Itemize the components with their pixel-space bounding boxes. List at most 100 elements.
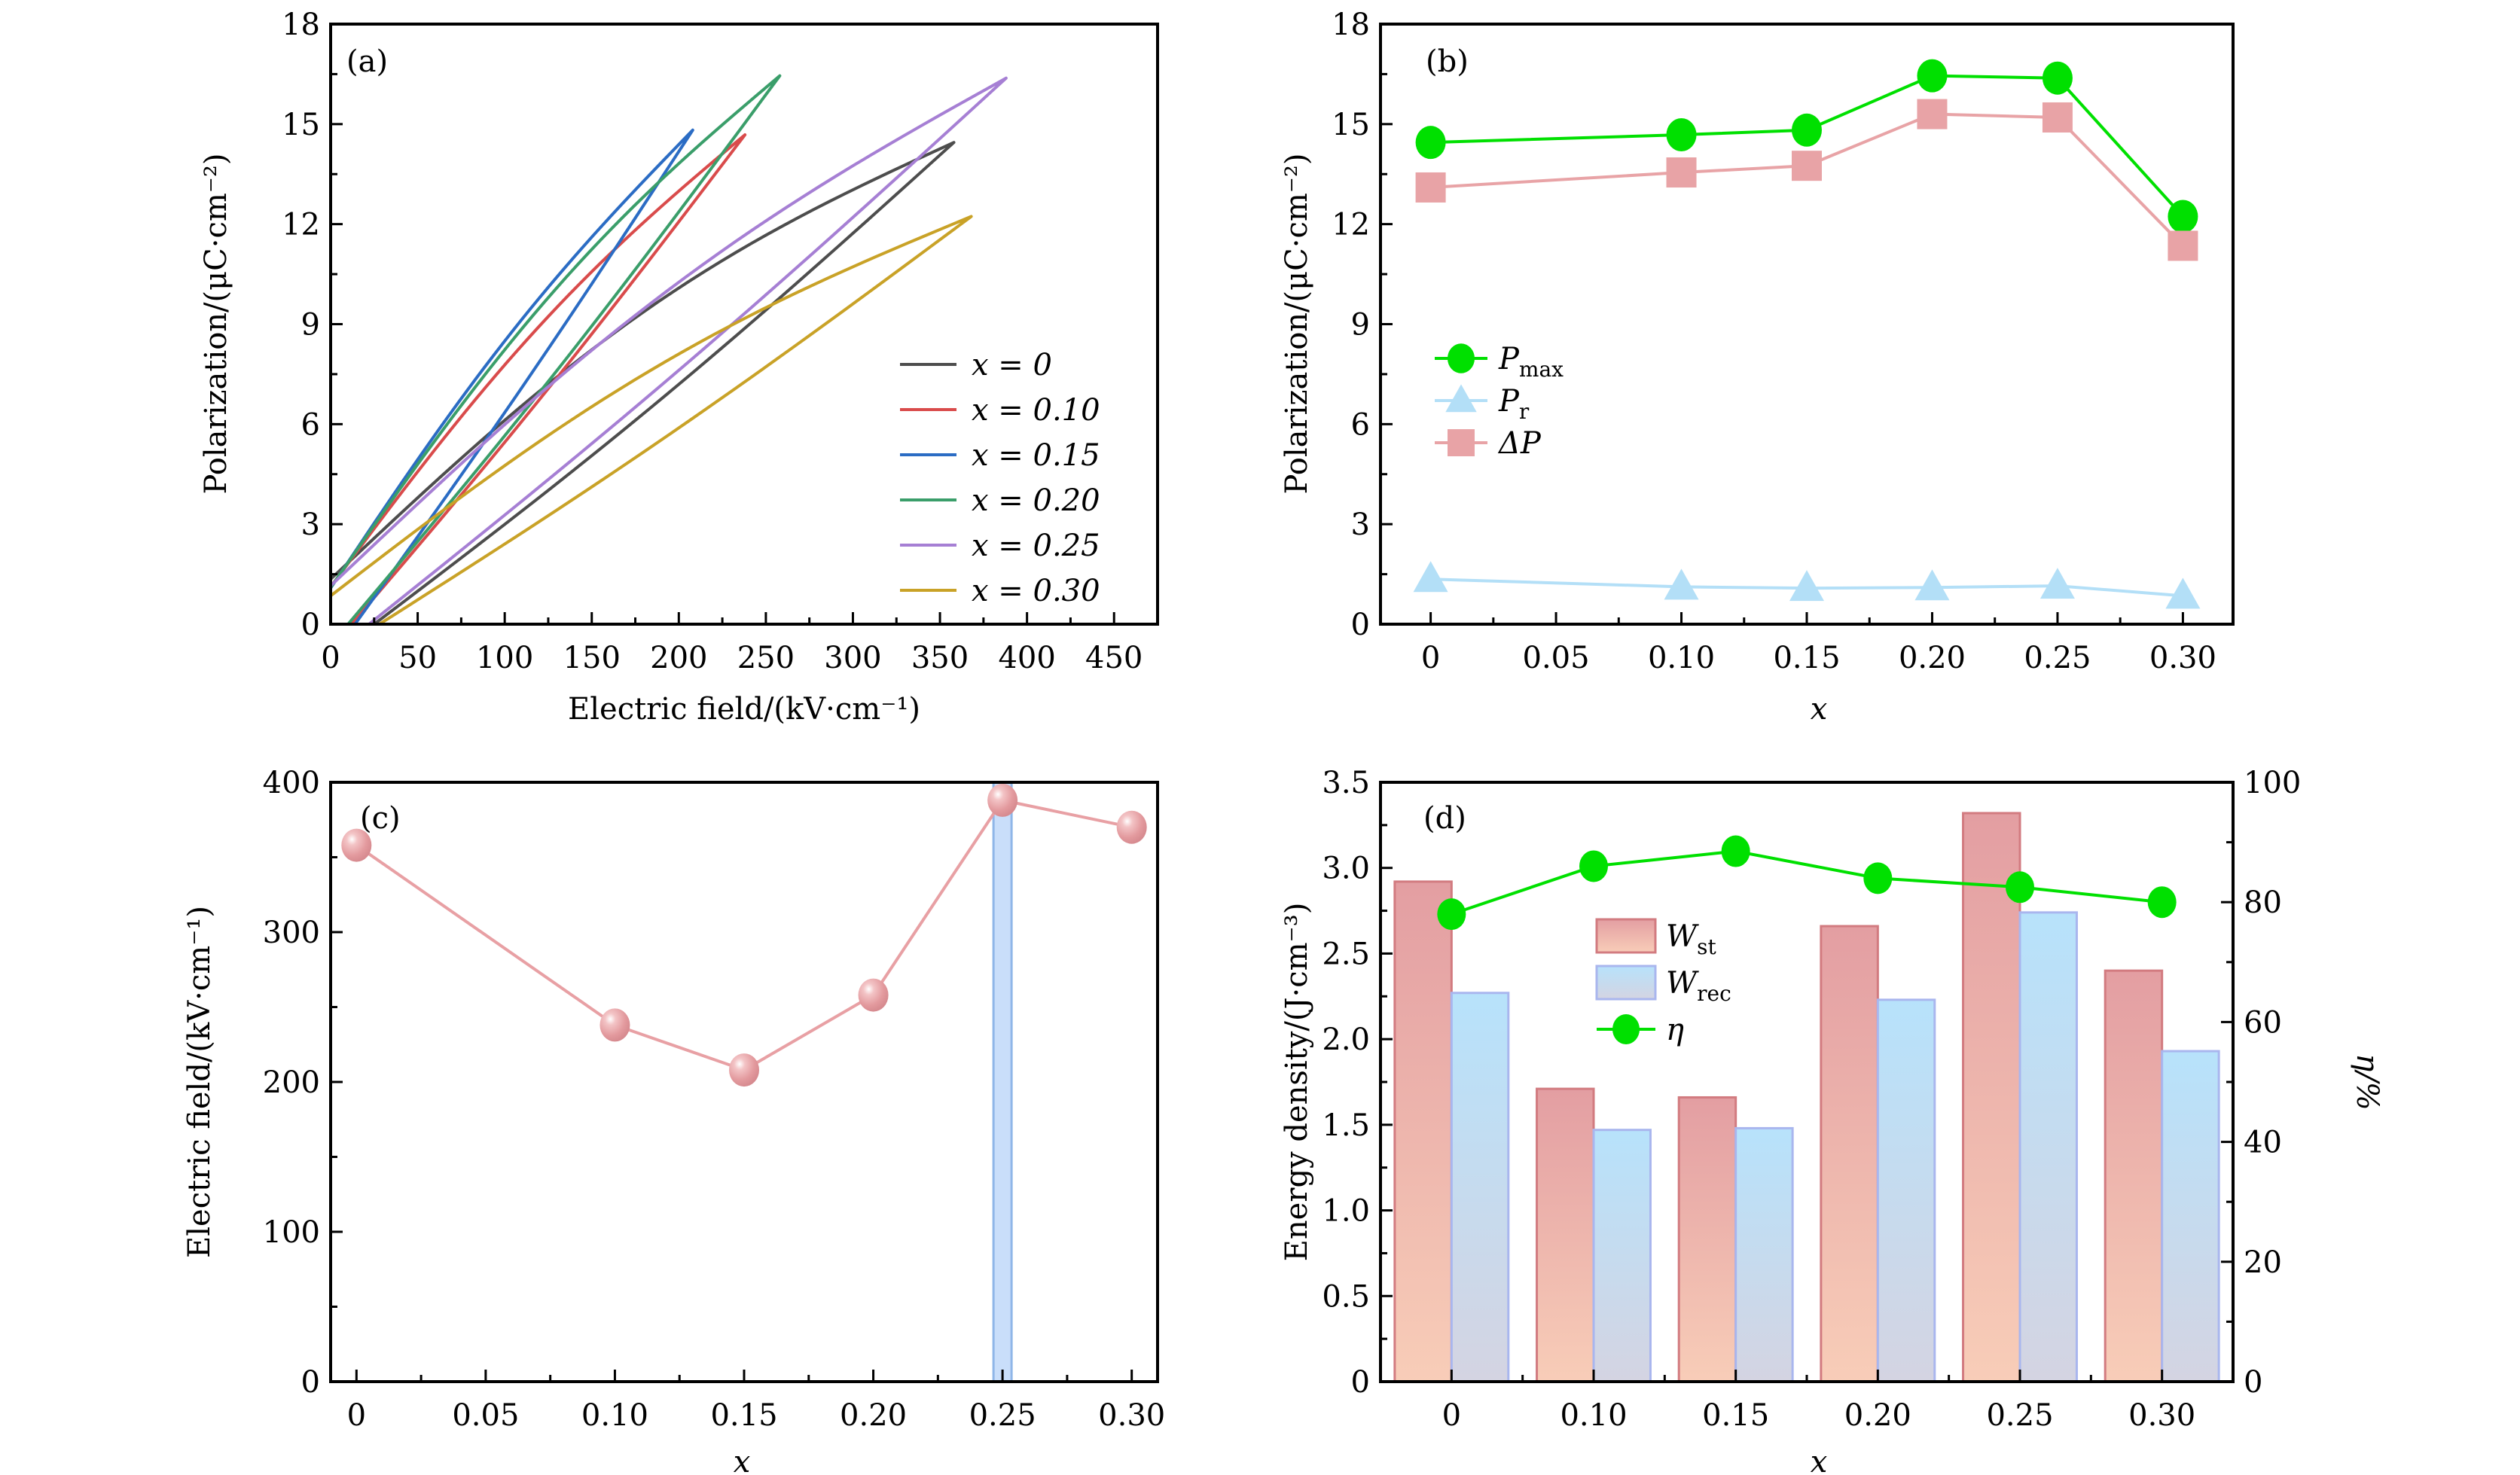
legend-label-ΔP: ΔP — [1497, 426, 1542, 461]
bar-wrec-3 — [1876, 998, 1936, 1383]
panel-c-x-axis-title: x — [734, 1445, 751, 1475]
legend-label-4: x = 0.25 — [972, 529, 1100, 563]
eta-point-0 — [1437, 898, 1466, 931]
panel-b-label: (b) — [1426, 44, 1469, 79]
panel-b-x-tick-label: 0.25 — [2024, 641, 2091, 675]
data-point-P_max-4 — [2042, 61, 2073, 95]
panel-d-y-axis-title: Energy density/(J·cm⁻³) — [1280, 903, 1314, 1262]
data-point-1 — [599, 1008, 630, 1042]
panel-d-right-y-tick-label: 40 — [2244, 1126, 2282, 1160]
panel-d-y-tick-label: 0 — [1351, 1365, 1370, 1400]
panel-d-y-tick-label: 3.5 — [1322, 766, 1370, 800]
eta-point-3 — [1863, 862, 1893, 894]
pe-loop-x015 — [329, 128, 694, 626]
pe-loop-x025 — [329, 76, 1008, 626]
bar-wrec-1 — [1592, 1129, 1652, 1383]
bar-wrec-4 — [2018, 911, 2078, 1383]
legend-label-W_st: Wst — [1666, 919, 1716, 959]
panel-c-x-tick-label: 0.20 — [840, 1398, 907, 1433]
legend-label-W_rec: Wrec — [1666, 966, 1731, 1006]
legend-swatch-W_rec — [1595, 965, 1657, 1001]
panel-d-y-tick-label: 1.5 — [1322, 1108, 1370, 1143]
pe-loop-x010 — [329, 133, 747, 626]
legend-label-5: x = 0.30 — [972, 574, 1100, 608]
panel-d-y-tick-label: 2.5 — [1322, 937, 1370, 971]
panel-d-x-tick-label: 0.30 — [2128, 1398, 2195, 1433]
panel-d-y-right-axis-title: η/% — [2350, 1053, 2384, 1110]
legend-marker-P_r — [1445, 384, 1477, 413]
panel-a-label: (a) — [346, 44, 388, 79]
panel-a-y-tick-label: 3 — [301, 507, 320, 542]
panel-b-axes: 0 3 6 9 12 15 18 0 0.05 0.10 0.15 0.20 0.25 0.30 — [1332, 8, 2235, 675]
data-point-P_max-0 — [1415, 126, 1446, 160]
eta-point-5 — [2147, 886, 2177, 919]
panel-a-curves — [329, 74, 1008, 626]
panel-d-right-y-tick-label: 80 — [2244, 885, 2282, 920]
panel-a-x-tick-label: 50 — [398, 641, 437, 675]
legend-subscript: max — [1519, 357, 1564, 382]
panel-a-axes: 0 3 6 9 12 15 18 0 50 100 150 200 250 300 350 400 450 — [282, 8, 1159, 675]
breakdown-line — [355, 798, 1133, 1072]
legend-label-3: x = 0.20 — [972, 483, 1100, 518]
highlight-band — [992, 781, 1013, 1383]
panel-d-right-y-tick-label: 100 — [2244, 766, 2301, 800]
data-point-P_r-3 — [1914, 569, 1950, 601]
panel-b-y-tick-label: 9 — [1351, 308, 1370, 343]
bar-wrec-2 — [1734, 1126, 1794, 1383]
data-point-ΔP-2 — [1792, 151, 1822, 181]
data-point-P_r-5 — [2165, 578, 2201, 609]
data-point-4 — [987, 783, 1018, 817]
eta-point-4 — [2006, 871, 2034, 904]
panel-b-y-tick-label: 0 — [1351, 608, 1370, 642]
panel-d-y-tick-label: 2.0 — [1322, 1022, 1370, 1057]
legend-label-P_r: Pr — [1498, 384, 1530, 424]
panel-d-x-tick-label: 0.10 — [1560, 1398, 1627, 1433]
panel-a-x-axis-title: Electric field/(kV·cm⁻¹) — [568, 692, 920, 727]
panel-a-x-tick-label: 400 — [998, 641, 1055, 675]
panel-a-y-tick-label: 6 — [301, 407, 320, 442]
eta-point-1 — [1579, 850, 1608, 882]
data-point-ΔP-4 — [2042, 102, 2073, 133]
panel-d-label: (d) — [1423, 801, 1466, 836]
panel-c-breakdown-field: 0 100 200 300 400 0 0.05 0.10 0.15 0.20 0.25 0.30 (… — [182, 766, 1165, 1475]
bar-wst-4 — [1962, 812, 2021, 1383]
panel-b-y-axis-title: Polarization/(μC·cm⁻²) — [1280, 153, 1314, 494]
data-point-ΔP-1 — [1666, 157, 1697, 188]
panel-c-y-tick-label: 0 — [301, 1365, 320, 1400]
panel-a-x-tick-label: 250 — [737, 641, 795, 675]
panel-a-x-tick-label: 300 — [824, 641, 881, 675]
panel-b-y-tick-label: 15 — [1332, 108, 1370, 142]
legend-marker-η — [1612, 1014, 1640, 1044]
panel-d-right-y-tick-label: 0 — [2244, 1365, 2262, 1400]
pe-loop-x0 — [329, 141, 956, 626]
panel-b-x-tick-label: 0.05 — [1523, 641, 1590, 675]
panel-c-x-tick-label: 0.10 — [581, 1398, 648, 1433]
panel-d-axes: 0 0.5 1.0 1.5 2.0 2.5 3.0 3.5 0 20 40 60 80 100 0 0.10 0… — [1322, 766, 2301, 1433]
panel-c-x-tick-label: 0 — [347, 1398, 366, 1433]
data-point-P_max-3 — [1917, 59, 1948, 93]
pe-loop-x020 — [329, 74, 782, 626]
bar-wst-5 — [2104, 969, 2164, 1383]
panel-d-right-y-tick-label: 20 — [2244, 1245, 2282, 1280]
panel-a-y-tick-label: 0 — [301, 608, 320, 642]
legend-label-2: x = 0.15 — [972, 438, 1100, 473]
pe-loop-x030 — [329, 215, 973, 626]
data-point-P_max-5 — [2168, 200, 2198, 233]
legend-subscript: r — [1519, 399, 1530, 424]
panel-d-x-tick-label: 0.20 — [1844, 1398, 1911, 1433]
panel-a-y-axis-title: Polarization/(μC·cm⁻²) — [199, 153, 233, 494]
legend-marker-ΔP — [1448, 429, 1475, 456]
panel-b-x-tick-label: 0.20 — [1899, 641, 1966, 675]
panel-b-x-axis-title: x — [1811, 692, 1828, 727]
panel-a-y-tick-label: 18 — [282, 8, 320, 42]
panel-d-y-tick-label: 0.5 — [1322, 1279, 1370, 1314]
panel-a-y-tick-label: 15 — [282, 108, 320, 142]
legend-label-1: x = 0.10 — [972, 393, 1100, 428]
panel-c-y-tick-label: 200 — [263, 1065, 320, 1100]
data-point-ΔP-3 — [1917, 99, 1948, 130]
panel-b-x-tick-label: 0 — [1421, 641, 1440, 675]
panel-a-x-tick-label: 350 — [911, 641, 969, 675]
data-point-P_r-0 — [1413, 561, 1448, 593]
panel-c-series — [341, 781, 1147, 1383]
